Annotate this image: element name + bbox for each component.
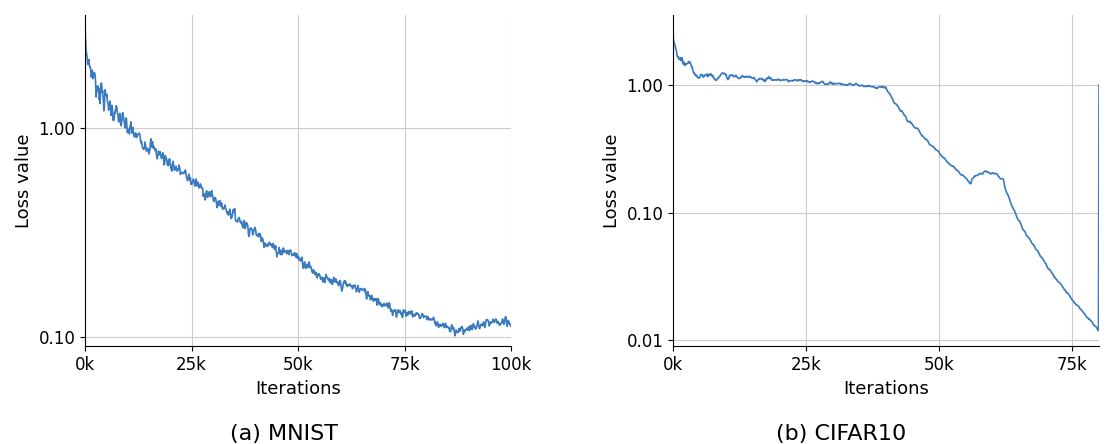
Y-axis label: Loss value: Loss value [603,133,620,228]
Text: (b) CIFAR10: (b) CIFAR10 [776,424,906,444]
Text: (a) MNIST: (a) MNIST [231,424,338,444]
Y-axis label: Loss value: Loss value [14,133,33,228]
X-axis label: Iterations: Iterations [843,380,929,397]
X-axis label: Iterations: Iterations [255,380,341,397]
